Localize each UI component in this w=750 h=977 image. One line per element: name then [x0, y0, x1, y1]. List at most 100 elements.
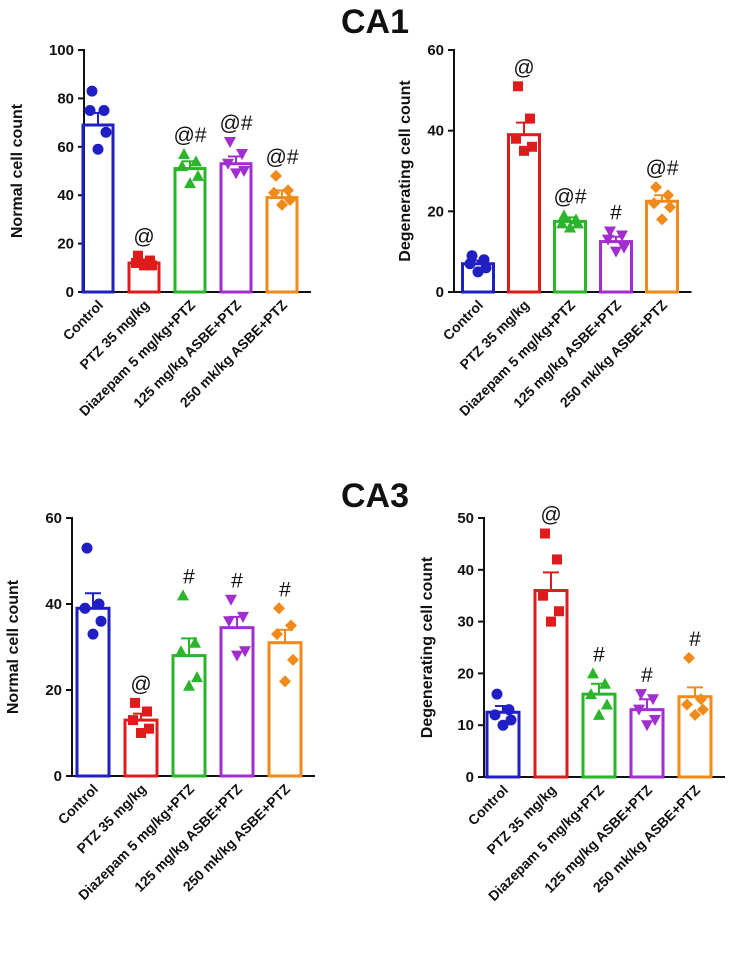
data-point-250-mk-kg-asbe-ptz: [276, 198, 288, 211]
y-tick-label: 20: [427, 203, 444, 220]
data-point-ptz-35-mg-kg: [554, 606, 564, 617]
bar-diazepam-5-mg-kg-ptz: [171, 654, 207, 778]
y-axis-label: Normal cell count: [9, 103, 26, 238]
data-point-ptz-35-mg-kg: [511, 133, 521, 144]
data-point-125-mg-kg-asbe-ptz: [225, 594, 237, 606]
data-point-250-mk-kg-asbe-ptz: [681, 698, 693, 711]
data-point-control: [98, 105, 110, 116]
data-point-125-mg-kg-asbe-ptz: [236, 149, 248, 161]
data-point-diazepam-5-mg-kg-ptz: [176, 160, 188, 172]
data-point-250-mk-kg-asbe-ptz: [285, 619, 297, 632]
y-tick-label: 20: [45, 682, 62, 699]
data-point-250-mk-kg-asbe-ptz: [662, 189, 674, 202]
y-tick-label: 80: [57, 90, 74, 107]
significance-label-ptz-35-mg-kg: @: [513, 56, 534, 79]
data-point-250-mk-kg-asbe-ptz: [279, 675, 291, 688]
data-point-control: [100, 126, 112, 138]
data-point-125-mg-kg-asbe-ptz: [224, 136, 236, 148]
y-tick-label: 10: [457, 717, 474, 734]
data-point-250-mk-kg-asbe-ptz: [270, 169, 282, 182]
y-tick-label: 40: [57, 187, 74, 204]
y-tick-label: 0: [436, 284, 444, 301]
y-tick-label: 30: [457, 614, 474, 631]
data-point-control: [503, 704, 515, 716]
data-point-250-mk-kg-asbe-ptz: [683, 651, 695, 664]
y-axis-label: Degenerating cell count: [397, 80, 414, 262]
y-axis-label: Degenerating cell count: [419, 556, 436, 738]
data-point-125-mg-kg-asbe-ptz: [649, 715, 661, 727]
data-point-control: [95, 615, 107, 627]
data-point-250-mk-kg-asbe-ptz: [284, 194, 296, 207]
data-point-125-mg-kg-asbe-ptz: [633, 704, 645, 716]
data-point-125-mg-kg-asbe-ptz: [602, 234, 614, 246]
data-point-125-mg-kg-asbe-ptz: [610, 246, 622, 258]
data-point-ptz-35-mg-kg: [139, 260, 149, 271]
significance-label-diazepam-5-mg-kg-ptz: @#: [554, 185, 587, 208]
y-tick-label: 100: [49, 42, 74, 59]
data-point-125-mg-kg-asbe-ptz: [237, 611, 249, 623]
data-point-diazepam-5-mg-kg-ptz: [556, 217, 568, 229]
data-point-125-mg-kg-asbe-ptz: [647, 694, 659, 706]
data-point-diazepam-5-mg-kg-ptz: [572, 217, 584, 229]
data-point-control: [92, 143, 104, 155]
data-point-250-mk-kg-asbe-ptz: [650, 181, 662, 194]
y-tick-label: 0: [66, 284, 74, 301]
data-point-250-mk-kg-asbe-ptz: [689, 708, 701, 721]
significance-label-125-mg-kg-asbe-ptz: #: [231, 570, 243, 593]
data-point-control: [491, 688, 503, 700]
data-point-control: [84, 105, 96, 116]
data-point-250-mk-kg-asbe-ptz: [287, 653, 299, 666]
data-point-diazepam-5-mg-kg-ptz: [190, 155, 202, 167]
significance-label-ptz-35-mg-kg: @: [130, 673, 151, 696]
data-point-125-mg-kg-asbe-ptz: [604, 226, 616, 238]
data-point-control: [79, 602, 91, 614]
category-label-control: Control: [465, 782, 512, 829]
data-point-control: [489, 709, 501, 721]
data-point-diazepam-5-mg-kg-ptz: [175, 645, 187, 657]
data-point-diazepam-5-mg-kg-ptz: [593, 708, 605, 720]
significance-label-250-mk-kg-asbe-ptz: #: [279, 578, 291, 601]
y-tick-label: 60: [57, 139, 74, 156]
y-tick-label: 20: [57, 236, 74, 253]
significance-label-ptz-35-mg-kg: @: [133, 226, 154, 249]
bar-125-mg-kg-asbe-ptz: [219, 162, 253, 294]
data-point-control: [86, 85, 98, 97]
significance-label-diazepam-5-mg-kg-ptz: #: [183, 565, 195, 588]
significance-label-ptz-35-mg-kg: @: [540, 504, 561, 527]
data-point-diazepam-5-mg-kg-ptz: [585, 688, 597, 700]
data-point-diazepam-5-mg-kg-ptz: [601, 698, 613, 710]
y-tick-label: 60: [45, 510, 62, 527]
data-point-ptz-35-mg-kg: [131, 257, 141, 268]
data-point-125-mg-kg-asbe-ptz: [616, 230, 628, 242]
data-point-ptz-35-mg-kg: [136, 728, 146, 738]
data-point-diazepam-5-mg-kg-ptz: [558, 209, 570, 221]
significance-label-250-mk-kg-asbe-ptz: #: [689, 628, 701, 651]
data-point-control: [497, 719, 509, 731]
data-point-250-mk-kg-asbe-ptz: [271, 628, 283, 641]
significance-label-125-mg-kg-asbe-ptz: #: [610, 202, 622, 225]
data-point-diazepam-5-mg-kg-ptz: [177, 589, 189, 601]
y-tick-label: 60: [427, 42, 444, 59]
data-point-250-mk-kg-asbe-ptz: [695, 693, 707, 706]
data-point-ptz-35-mg-kg: [128, 715, 138, 726]
category-label-control: Control: [55, 781, 102, 828]
data-point-250-mk-kg-asbe-ptz: [648, 197, 660, 210]
data-point-250-mk-kg-asbe-ptz: [273, 602, 285, 615]
data-point-ptz-35-mg-kg: [538, 590, 548, 601]
data-point-ptz-35-mg-kg: [546, 616, 556, 627]
data-point-250-mk-kg-asbe-ptz: [268, 186, 280, 199]
bar-ptz-35-mg-kg: [507, 133, 541, 294]
data-point-ptz-35-mg-kg: [540, 528, 550, 539]
data-point-ptz-35-mg-kg: [130, 697, 140, 708]
data-point-ptz-35-mg-kg: [519, 145, 529, 156]
data-point-diazepam-5-mg-kg-ptz: [599, 677, 611, 689]
data-point-250-mk-kg-asbe-ptz: [282, 184, 294, 197]
data-point-125-mg-kg-asbe-ptz: [222, 158, 234, 170]
y-tick-label: 50: [457, 510, 474, 527]
chart-ca3-degenerating: 0 10 20 30 40 50 Degenerating cell count Contro…: [419, 504, 725, 904]
data-point-ptz-35-mg-kg: [552, 554, 562, 565]
section-title-ca1: CA1: [341, 3, 409, 41]
data-point-ptz-35-mg-kg: [525, 113, 535, 124]
data-point-ptz-35-mg-kg: [133, 250, 143, 261]
